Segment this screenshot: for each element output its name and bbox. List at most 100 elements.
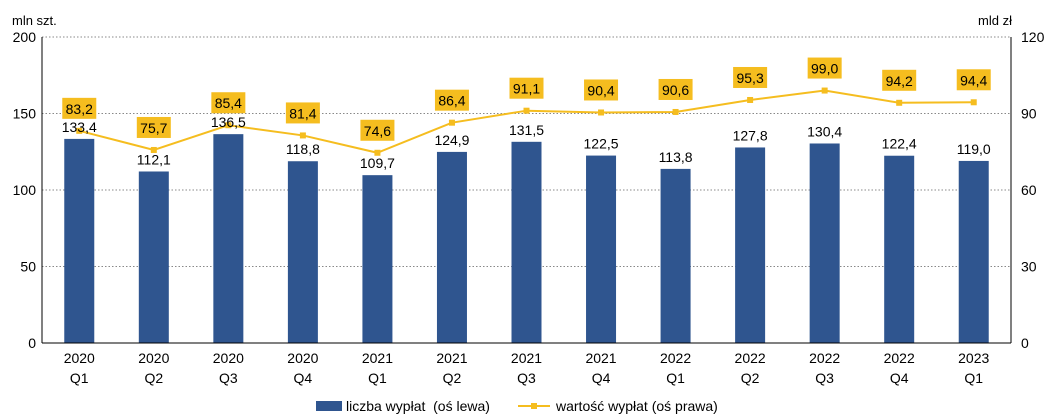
bar bbox=[64, 138, 95, 343]
line-label-box bbox=[360, 119, 395, 141]
x-tick-label-quarter: Q2 bbox=[741, 370, 760, 386]
line-label-box bbox=[211, 92, 246, 114]
line-value-label: 74,6 bbox=[364, 123, 391, 139]
bar bbox=[213, 134, 244, 343]
line-point bbox=[299, 132, 306, 139]
line-point bbox=[672, 108, 679, 115]
line-label-box bbox=[285, 102, 320, 124]
line-label-box bbox=[956, 69, 991, 91]
x-tick-label-year: 2021 bbox=[436, 350, 467, 366]
x-tick-label-quarter: Q1 bbox=[666, 370, 685, 386]
line-label-box bbox=[807, 57, 842, 79]
line-value-label: 90,4 bbox=[587, 82, 614, 98]
data-labels: 133,4 112,1 136,5 118,8 109,7 124,9 131,5 122,5… bbox=[62, 57, 991, 171]
x-tick-label-quarter: Q4 bbox=[294, 370, 313, 386]
line-value-label: 94,4 bbox=[960, 72, 987, 88]
line-value-label: 99,0 bbox=[811, 61, 838, 77]
legend-bar-label: liczba wypłat (oś lewa) bbox=[346, 398, 490, 414]
bar-value-label: 124,9 bbox=[434, 132, 469, 148]
x-tick-label-year: 2021 bbox=[362, 350, 393, 366]
x-tick-label-quarter: Q2 bbox=[144, 370, 163, 386]
line-label-box bbox=[509, 77, 544, 99]
tick-labels: 0 0 50 30 100 60 150 90 200 120 2020 Q1 2020 Q2 2020 Q3… bbox=[13, 29, 1045, 386]
x-tick-label-year: 2022 bbox=[809, 350, 840, 366]
y-right-tick-label: 60 bbox=[1021, 182, 1037, 198]
bar bbox=[586, 155, 617, 343]
x-tick-label-year: 2020 bbox=[287, 350, 318, 366]
x-tick-label-year: 2022 bbox=[660, 350, 691, 366]
x-tick-label-year: 2022 bbox=[735, 350, 766, 366]
y-right-tick-label: 120 bbox=[1021, 29, 1045, 45]
bar bbox=[436, 151, 467, 343]
y-left-tick-label: 50 bbox=[20, 259, 36, 275]
line-label-box bbox=[584, 79, 619, 101]
line-value-label: 83,2 bbox=[66, 101, 93, 117]
x-tick-label-year: 2020 bbox=[64, 350, 95, 366]
line-point bbox=[821, 87, 828, 94]
line-point bbox=[598, 109, 605, 116]
line-point bbox=[747, 96, 754, 103]
bar-value-label: 113,8 bbox=[659, 149, 693, 165]
x-tick-label-quarter: Q1 bbox=[70, 370, 89, 386]
line-point bbox=[150, 146, 157, 153]
x-tick-label-quarter: Q2 bbox=[443, 370, 462, 386]
line-label-box bbox=[434, 89, 469, 111]
line-value-label: 75,7 bbox=[140, 120, 167, 136]
y-left-tick-label: 0 bbox=[28, 335, 36, 351]
x-tick-label-quarter: Q1 bbox=[964, 370, 983, 386]
bar bbox=[660, 168, 691, 343]
line-label-box bbox=[733, 66, 768, 88]
bar bbox=[884, 155, 915, 343]
line-point bbox=[970, 99, 977, 106]
bar-value-label: 127,8 bbox=[733, 127, 768, 143]
x-tick-label-quarter: Q3 bbox=[219, 370, 238, 386]
line-value-label: 85,4 bbox=[215, 95, 242, 111]
line-point bbox=[523, 107, 530, 114]
line-value-label: 94,2 bbox=[886, 73, 913, 89]
bar bbox=[138, 171, 169, 343]
bar-value-label: 122,4 bbox=[882, 136, 917, 152]
x-tick-label-year: 2020 bbox=[213, 350, 244, 366]
y-right-tick-label: 90 bbox=[1021, 106, 1037, 122]
line-value-label: 95,3 bbox=[736, 70, 763, 86]
bar bbox=[735, 147, 766, 343]
bar-value-label: 118,8 bbox=[286, 141, 320, 157]
x-tick-label-quarter: Q3 bbox=[815, 370, 834, 386]
y-right-tick-label: 30 bbox=[1021, 259, 1037, 275]
bar-value-label: 130,4 bbox=[807, 123, 842, 139]
line-point bbox=[896, 99, 903, 106]
legend-line-marker bbox=[531, 403, 537, 409]
bar-value-label: 112,1 bbox=[137, 151, 171, 167]
line-series bbox=[76, 87, 977, 156]
bars bbox=[64, 134, 989, 343]
bar-value-label: 136,5 bbox=[211, 114, 246, 130]
x-tick-label-quarter: Q4 bbox=[890, 370, 909, 386]
bar-value-label: 131,5 bbox=[509, 122, 544, 138]
x-tick-label-year: 2020 bbox=[138, 350, 169, 366]
bar bbox=[958, 160, 989, 343]
line-label-box bbox=[136, 116, 171, 138]
bar bbox=[809, 143, 840, 343]
legend-line-label: wartość wypłat (oś prawa) bbox=[555, 398, 718, 414]
line-point bbox=[374, 149, 381, 156]
y-right-tick-label: 0 bbox=[1021, 335, 1029, 351]
x-tick-label-year: 2021 bbox=[511, 350, 542, 366]
y-left-tick-label: 100 bbox=[13, 182, 37, 198]
bar-value-label: 122,5 bbox=[584, 136, 619, 152]
line-value-label: 90,6 bbox=[662, 82, 689, 98]
x-tick-label-quarter: Q3 bbox=[517, 370, 536, 386]
line-label-box bbox=[882, 69, 917, 91]
bar-value-label: 109,7 bbox=[360, 155, 395, 171]
y-left-tick-label: 150 bbox=[13, 106, 37, 122]
line-point bbox=[448, 119, 455, 126]
legend-bar-swatch bbox=[316, 401, 342, 411]
bar-value-label: 133,4 bbox=[62, 119, 97, 135]
x-tick-label-year: 2022 bbox=[884, 350, 915, 366]
y-left-tick-label: 200 bbox=[13, 29, 37, 45]
legend: liczba wypłat (oś lewa) wartość wypłat (… bbox=[316, 398, 718, 414]
x-tick-label-year: 2021 bbox=[585, 350, 616, 366]
line-value-label: 81,4 bbox=[289, 105, 316, 121]
x-tick-label-quarter: Q1 bbox=[368, 370, 387, 386]
